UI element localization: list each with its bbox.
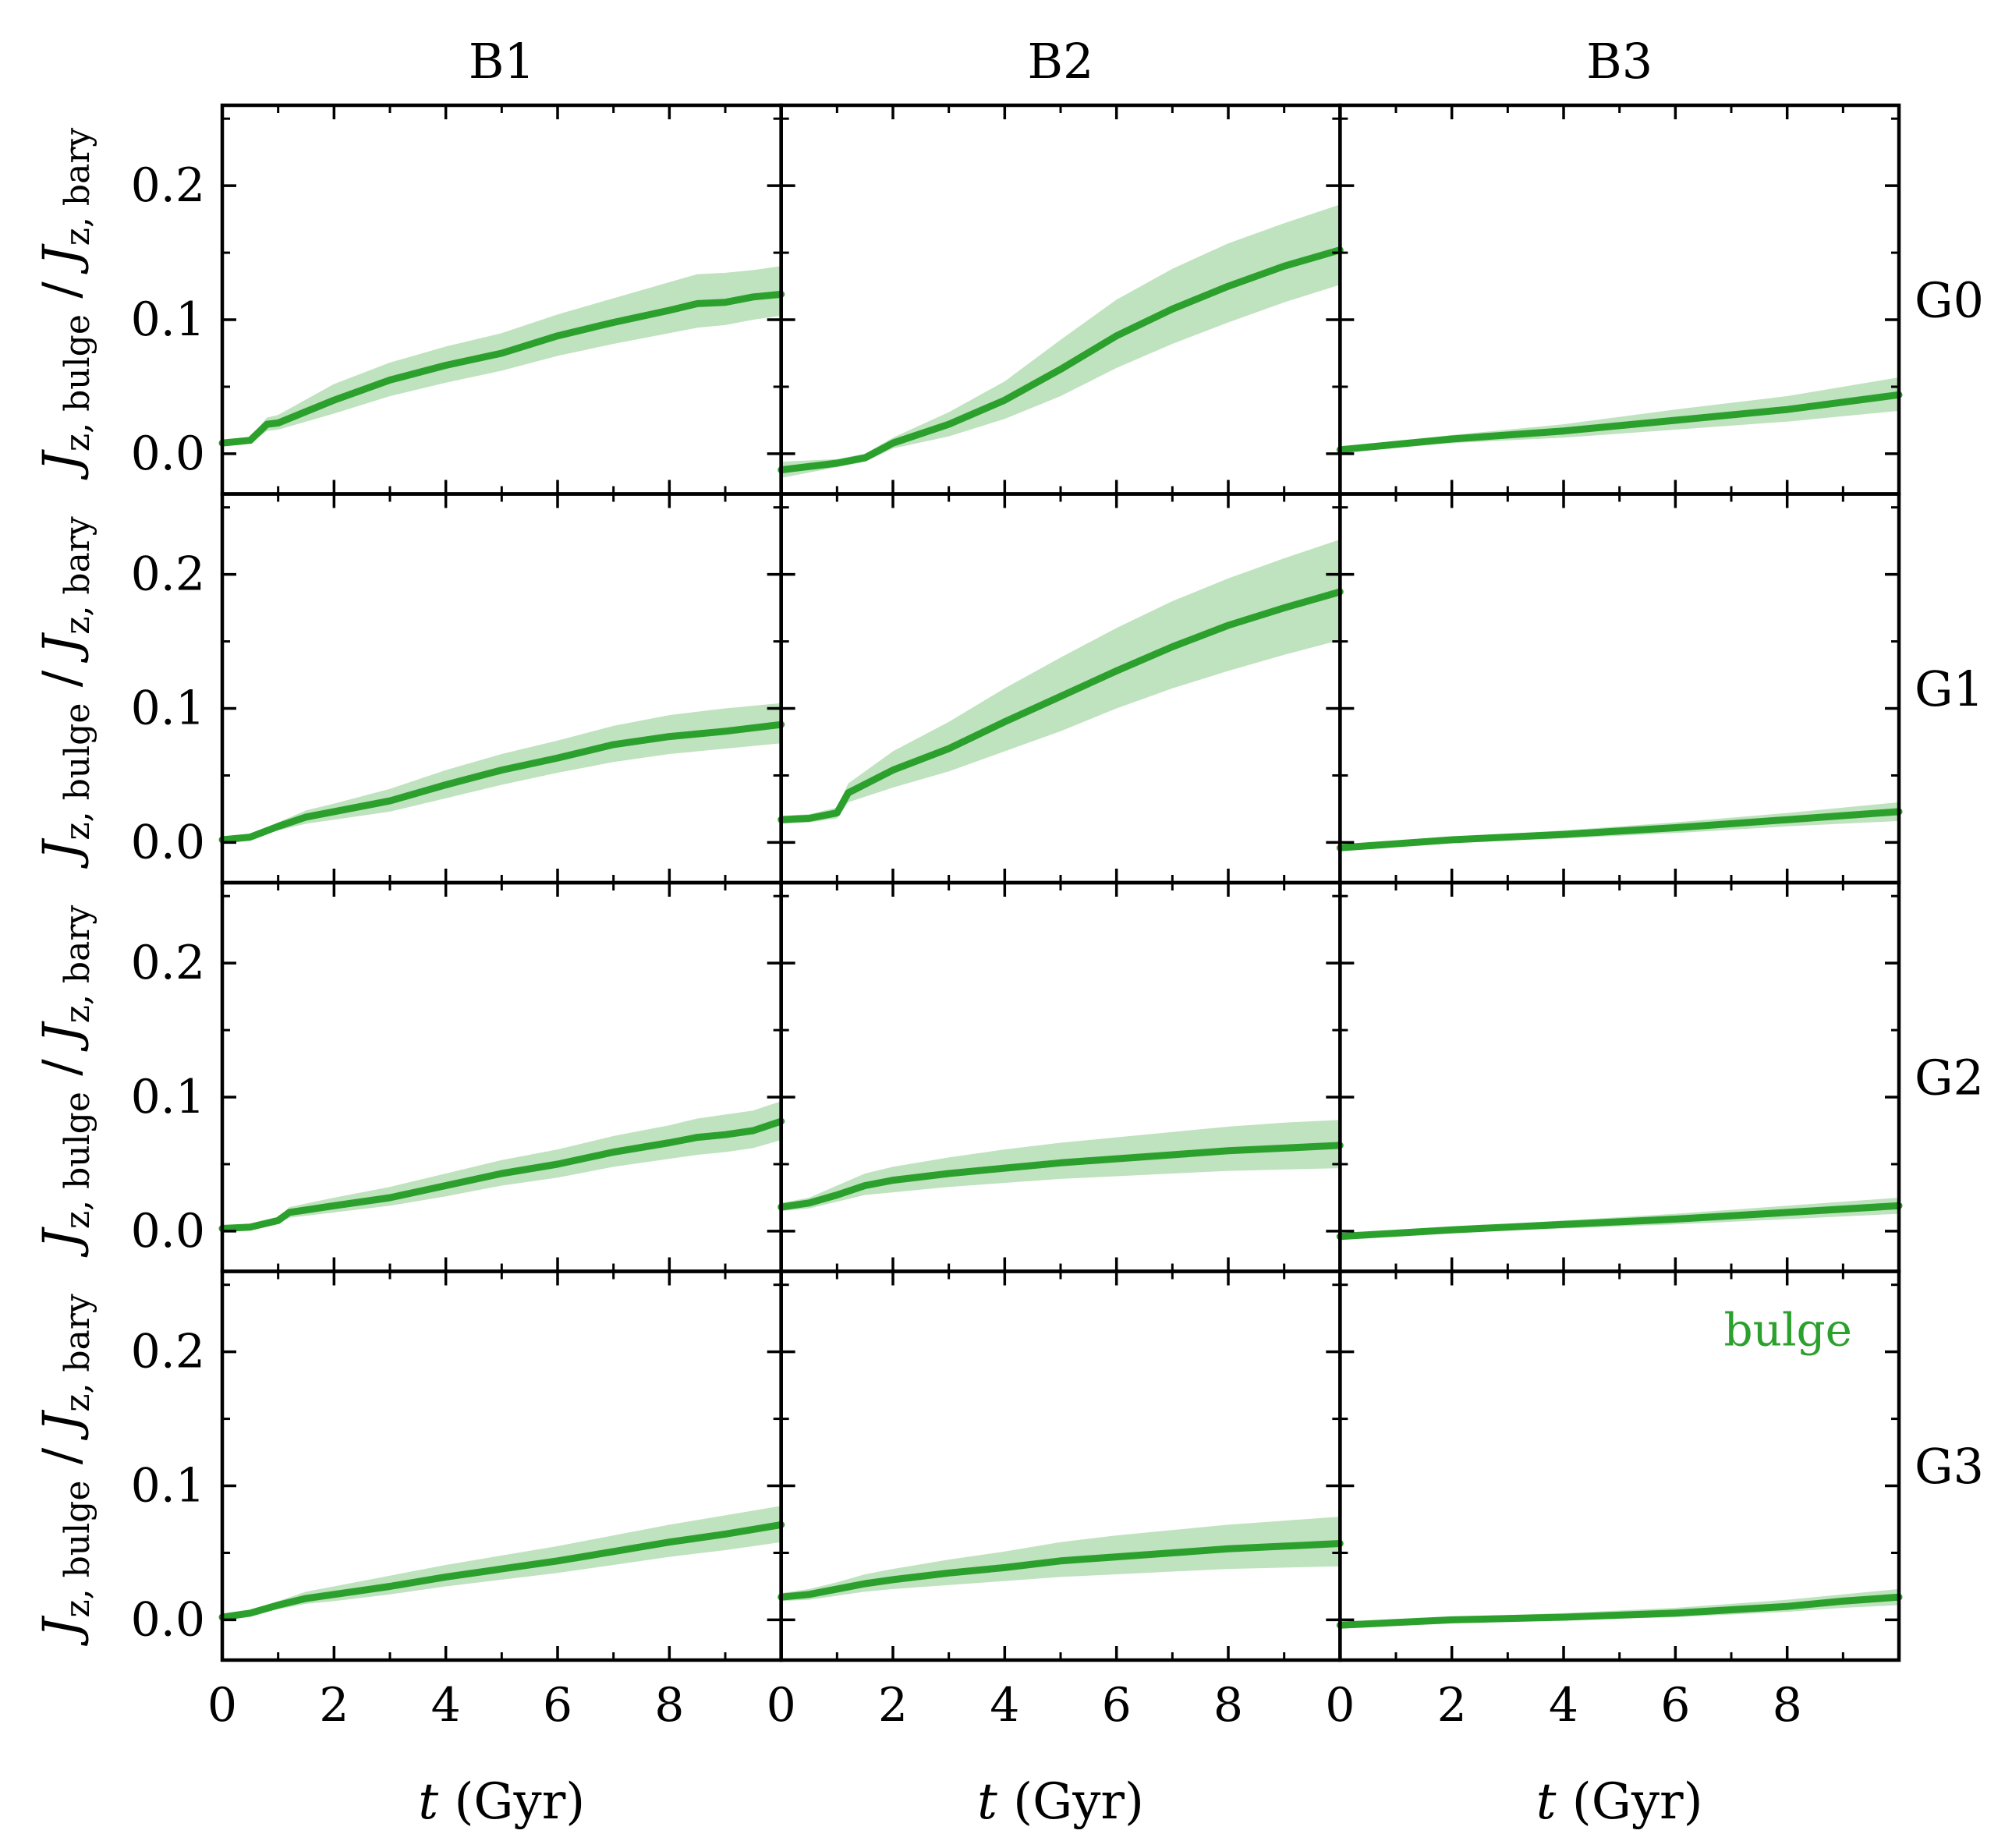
x-axis-title: t (Gyr) (977, 1773, 1144, 1831)
band-g0-b3 (1340, 377, 1899, 451)
y-tick-label: 0.0 (131, 1204, 205, 1259)
panel-frame-g1-b1 (220, 492, 783, 885)
x-tick-label: 2 (878, 1678, 908, 1733)
band-g0-b2 (781, 204, 1341, 478)
y-tick-label: 0.0 (131, 815, 205, 869)
x-tick-label: 8 (1213, 1678, 1243, 1733)
column-title-b1: B1 (469, 33, 535, 90)
line-g1-b2 (778, 588, 1344, 823)
panel-frame-g3-b3 (1338, 1269, 1901, 1662)
x-tick-label: 8 (1773, 1678, 1802, 1733)
x-tick-label: 4 (990, 1678, 1019, 1733)
x-tick-label: 8 (654, 1678, 684, 1733)
y-axis-title: Jz, bulge / Jz, bary (33, 1294, 97, 1646)
line-g2-b2 (778, 1142, 1344, 1211)
x-tick-label: 0 (1325, 1678, 1355, 1733)
line-g0-b1 (218, 290, 785, 447)
line-g2-b3 (1336, 1202, 1903, 1241)
y-tick-label: 0.1 (131, 292, 205, 347)
row-title-g1: G1 (1915, 660, 1984, 717)
y-tick-label: 0.2 (131, 936, 205, 990)
labels-layer: B1 B2 B3 G0 G1 G2 G3 0.0 0.1 0.2 0.0 0.1 0.2 0.0 0.1 0.… (33, 33, 1984, 1831)
x-tick-label: 4 (431, 1678, 461, 1733)
y-tick-label: 0.2 (131, 547, 205, 602)
y-tick-label: 0.2 (131, 158, 205, 213)
x-axis-title: t (Gyr) (418, 1773, 585, 1831)
y-tick-label: 0.1 (131, 681, 205, 736)
row-title-g2: G2 (1915, 1049, 1984, 1106)
legend-label-bulge: bulge (1724, 1304, 1852, 1357)
line-g3-b3 (1336, 1593, 1903, 1629)
band-g1-b2 (781, 539, 1341, 824)
y-axis-title: Jz, bulge / Jz, bary (33, 128, 97, 480)
y-tick-label: 0.1 (131, 1070, 205, 1124)
x-tick-label: 2 (1437, 1678, 1467, 1733)
y-axis-title: Jz, bulge / Jz, bary (33, 905, 97, 1258)
y-tick-label: 0.1 (131, 1459, 205, 1513)
line-g1-b3 (1336, 808, 1903, 851)
x-tick-label: 0 (767, 1678, 796, 1733)
x-tick-label: 6 (543, 1678, 572, 1733)
x-tick-label: 2 (319, 1678, 349, 1733)
panel-frame-g0-b3 (1338, 103, 1901, 496)
band-g2-b1 (222, 1101, 781, 1230)
y-axis-title: Jz, bulge / Jz, bary (33, 516, 97, 869)
column-title-b3: B3 (1586, 33, 1653, 90)
row-title-g3: G3 (1915, 1438, 1984, 1495)
x-tick-label: 6 (1660, 1678, 1690, 1733)
series-lines-layer (218, 246, 1903, 1629)
panel-frame-g3-b2 (779, 1269, 1342, 1662)
line-g2-b1 (218, 1117, 785, 1232)
uncertainty-bands-layer (222, 204, 1899, 1627)
y-tick-label: 0.0 (131, 1592, 205, 1647)
panel-frame-g2-b2 (779, 880, 1342, 1273)
column-title-b2: B2 (1027, 33, 1093, 90)
line-g1-b1 (218, 720, 785, 844)
row-title-g0: G0 (1915, 271, 1984, 328)
line-g3-b1 (218, 1521, 785, 1621)
line-g0-b2 (778, 246, 1344, 474)
x-tick-label: 4 (1549, 1678, 1578, 1733)
x-axis-title: t (Gyr) (1536, 1773, 1703, 1831)
panel-frames-layer (220, 103, 1901, 1662)
y-tick-label: 0.2 (131, 1325, 205, 1379)
x-tick-label: 6 (1102, 1678, 1132, 1733)
line-g3-b2 (778, 1540, 1344, 1601)
y-tick-label: 0.0 (131, 427, 205, 481)
x-tick-label: 0 (207, 1678, 237, 1733)
line-g0-b3 (1336, 391, 1903, 454)
